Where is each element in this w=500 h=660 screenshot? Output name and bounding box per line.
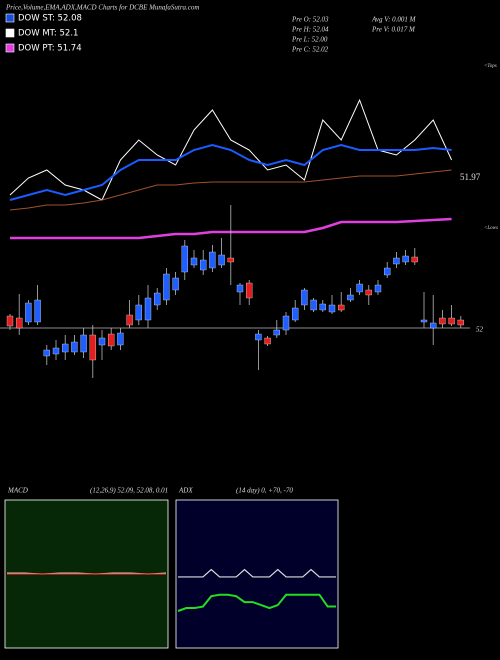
panel-title: ADX (178, 487, 193, 495)
line-series (178, 568, 336, 578)
annotation: 51.97 (460, 172, 481, 182)
info-text: Pre H: 52.04 (291, 26, 329, 34)
candle-body (34, 299, 41, 323)
info-text: Pre O: 52.03 (291, 16, 329, 24)
candle-body (411, 256, 418, 263)
panel-title: MACD (7, 487, 28, 495)
candle-body (43, 349, 50, 357)
candle-body (292, 307, 299, 321)
line-series (9, 143, 452, 201)
candle-body (126, 314, 133, 326)
chart-title: Price,Volume,EMA,ADX,MACD Charts for DCB… (5, 4, 199, 12)
candle-body (430, 322, 437, 329)
info-text: Pre C: 52.02 (291, 46, 329, 54)
candle-body (117, 332, 124, 346)
legend-label: DOW ST: 52.08 (18, 14, 82, 24)
legend-swatch (5, 43, 15, 53)
line-series (177, 593, 336, 612)
candle-body (190, 257, 198, 266)
candle-body (144, 297, 152, 321)
candle-body (52, 347, 60, 355)
candle-body (301, 289, 308, 306)
candle-body (246, 282, 253, 299)
candle-body (328, 304, 336, 313)
candle-body (154, 292, 161, 306)
candle-body (89, 334, 96, 361)
candle-body (16, 317, 23, 329)
candle-body (264, 337, 271, 345)
panel (175, 499, 339, 649)
candle-body (98, 337, 106, 346)
candle-body (347, 294, 354, 301)
info-text: Pre L: 52.00 (291, 36, 328, 44)
candle-body (71, 341, 78, 353)
legend-label: DOW PT: 51.74 (18, 44, 82, 54)
candle-body (319, 303, 326, 311)
candle-body (365, 289, 372, 296)
candle-body (181, 245, 188, 273)
candle-body (255, 333, 262, 341)
legend-label: DOW MT: 52.1 (18, 29, 78, 39)
line-series (9, 169, 452, 211)
candle-body (135, 304, 142, 321)
candle-body (457, 319, 464, 326)
candle-body (273, 329, 280, 336)
candle-body (6, 315, 14, 327)
candle-body (420, 319, 428, 323)
candle-body (338, 304, 345, 311)
y-tick-label: 52 (476, 326, 484, 334)
legend-swatch (5, 13, 15, 23)
candle-body (393, 257, 400, 265)
candle-body (384, 267, 391, 276)
candle-body (172, 277, 179, 291)
candle-body (356, 283, 363, 293)
candle-body (310, 299, 317, 311)
info-text: Pre V: 0.017 M (371, 26, 416, 34)
candle-body (80, 334, 87, 353)
candle-body (236, 284, 244, 293)
candle-body (218, 254, 225, 266)
candle-body (439, 317, 446, 325)
info-text: Avg V: 0.001 M (371, 16, 417, 24)
candle-body (374, 284, 382, 293)
panel-subtitle: (14 day) 0, +70, -70 (236, 487, 293, 495)
annotation: <Tops (484, 64, 497, 69)
candle-body (25, 302, 32, 323)
candle-body (62, 343, 69, 353)
candle-body (402, 255, 409, 263)
candle-body (448, 317, 455, 325)
candle-body (282, 315, 290, 331)
candle-body (227, 257, 234, 263)
candle-body (200, 259, 207, 271)
candle-body (209, 251, 216, 269)
candle-body (163, 273, 170, 301)
legend-swatch (5, 28, 15, 38)
panel-subtitle: (12,26,9) 52.09, 52.08, 0.01 (90, 487, 168, 495)
candle-body (108, 333, 115, 347)
annotation: <Lows (484, 226, 498, 231)
